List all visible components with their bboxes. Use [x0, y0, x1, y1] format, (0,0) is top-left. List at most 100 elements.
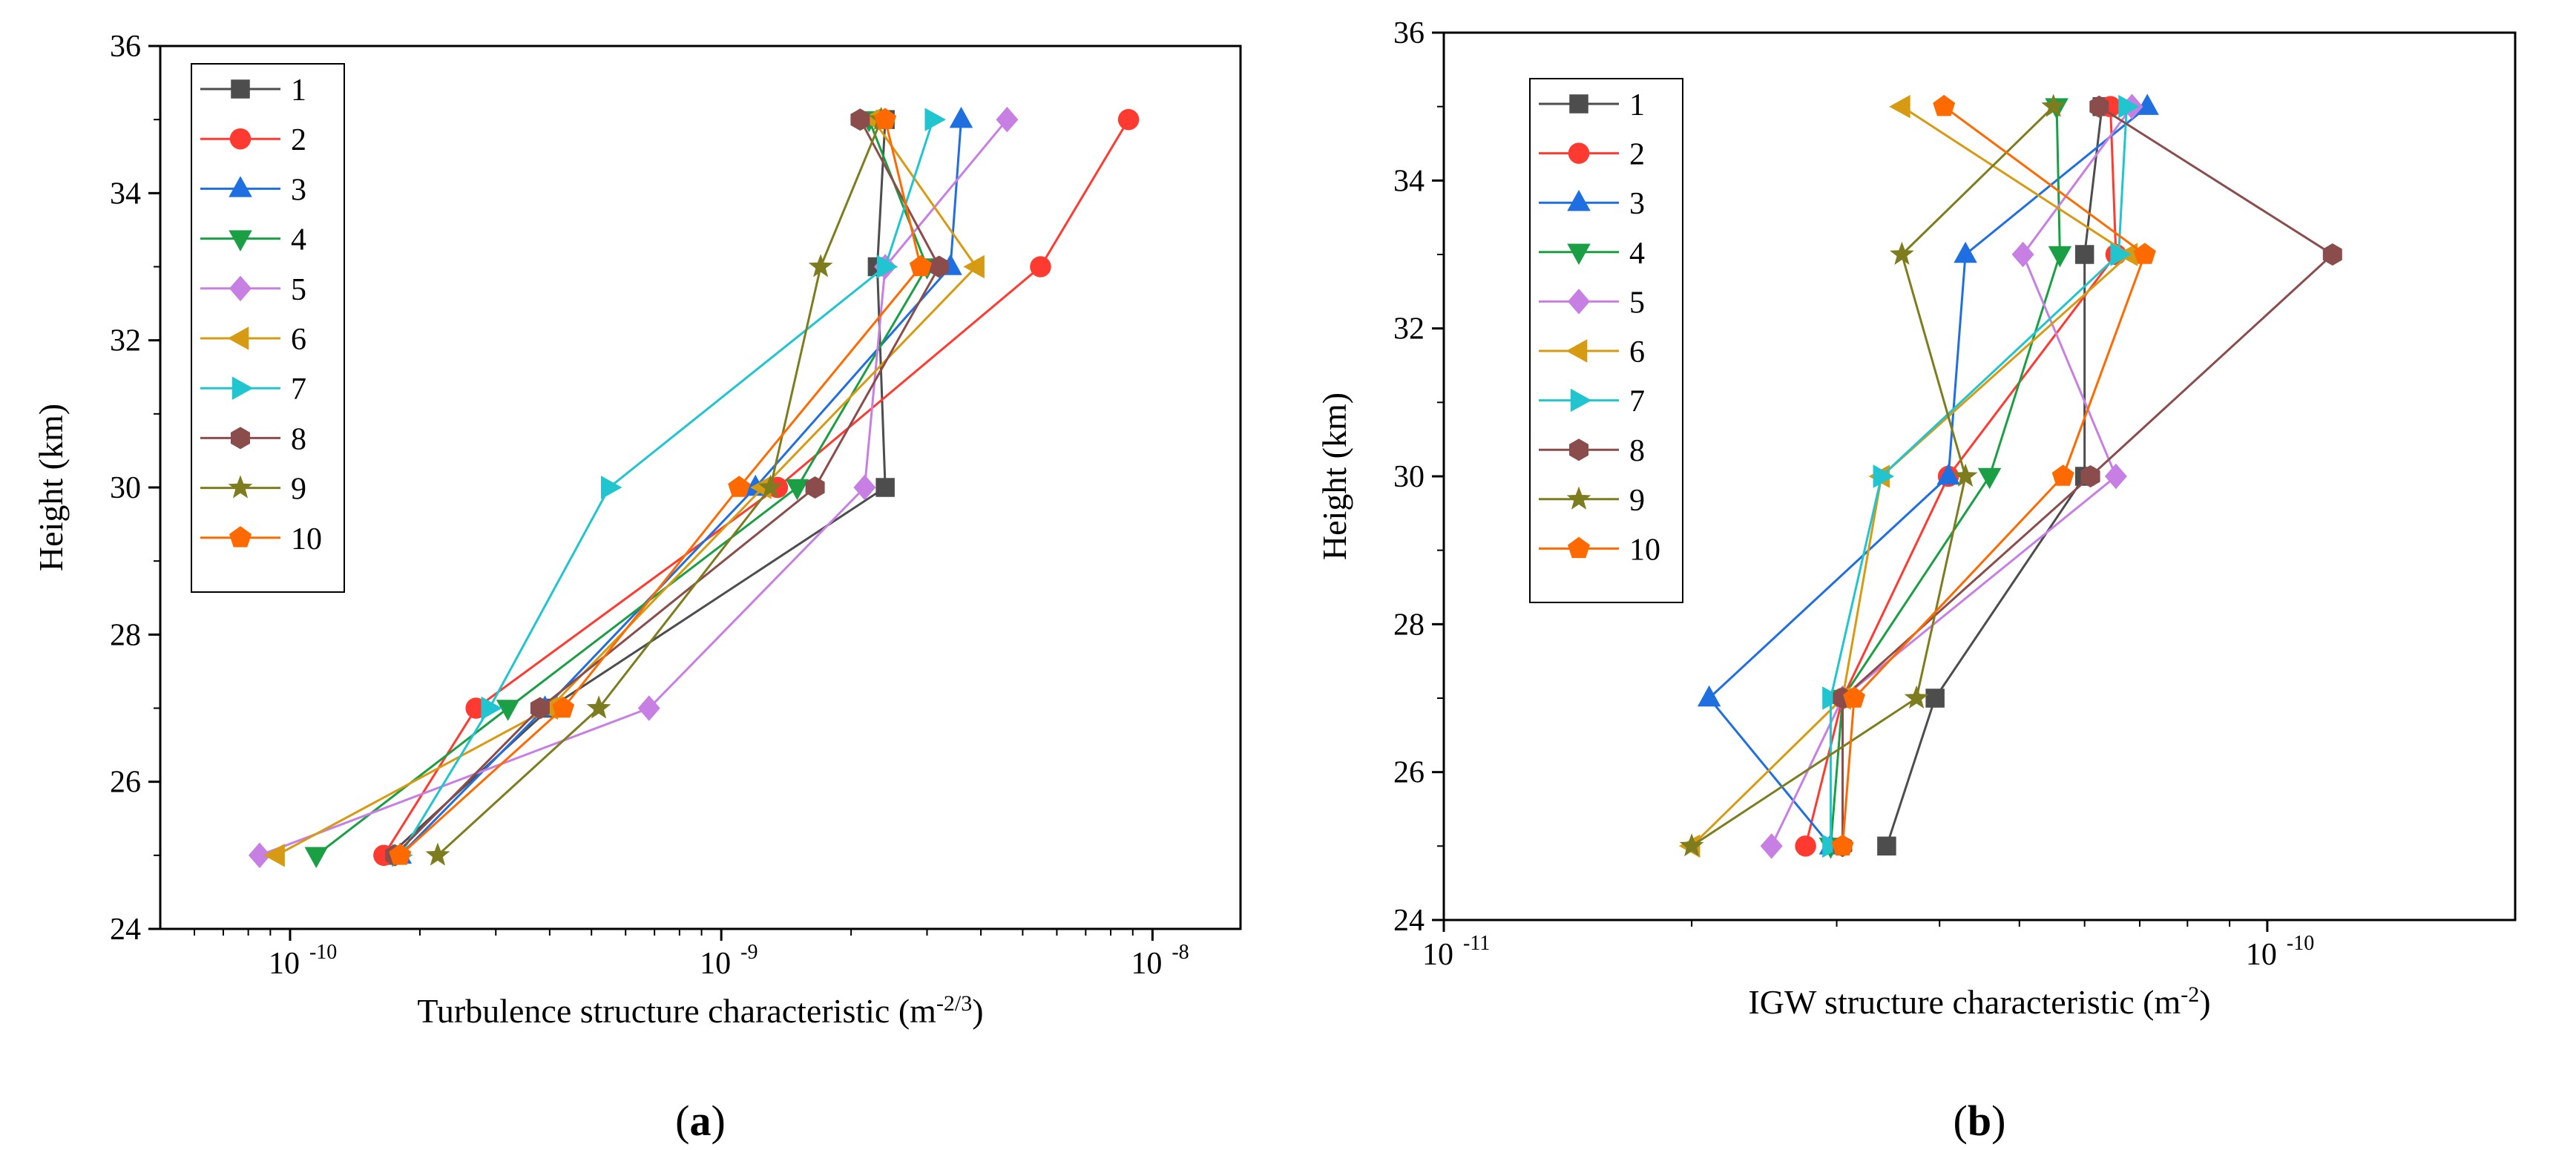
legend-label: 6: [291, 323, 306, 357]
data-point: [2135, 93, 2159, 115]
y-tick-label: 28: [110, 618, 141, 652]
legend-label: 9: [1629, 484, 1645, 518]
data-point: [1822, 686, 1844, 710]
data-point: [2089, 95, 2109, 118]
data-point: [1954, 241, 1977, 263]
legend-label: 4: [291, 223, 306, 257]
legend-marker: [1568, 536, 1590, 559]
data-point: [728, 476, 751, 497]
data-point: [2074, 245, 2094, 264]
legend-label: 2: [1629, 138, 1645, 172]
data-point: [963, 254, 985, 279]
x-tick-exponent: -10: [309, 941, 337, 964]
data-point: [1933, 94, 1956, 116]
data-point: [2041, 93, 2066, 117]
legend-marker: [1567, 189, 1591, 211]
y-tick-label: 26: [1393, 756, 1425, 790]
data-point: [2118, 94, 2140, 119]
data-point: [2133, 243, 2156, 264]
data-point: [1936, 463, 1960, 485]
legend-marker: [229, 230, 252, 252]
data-point: [875, 478, 895, 497]
data-point: [1760, 833, 1783, 859]
data-point: [850, 108, 870, 131]
legend-marker: [1569, 94, 1588, 114]
data-point: [637, 695, 660, 721]
legend-marker: [1568, 289, 1590, 315]
data-point: [1117, 108, 1140, 131]
data-point: [425, 842, 450, 866]
data-point: [2080, 465, 2100, 487]
legend-label: 8: [291, 422, 306, 456]
y-axis-title: Height (km): [32, 404, 70, 571]
data-point: [924, 108, 946, 131]
data-point: [785, 479, 809, 501]
legend-label: 5: [1629, 286, 1645, 320]
legend-label: 4: [1629, 237, 1645, 271]
panel-label-a: (a): [675, 1097, 726, 1145]
legend-label: 10: [291, 522, 322, 556]
data-point: [1904, 685, 1929, 709]
legend-marker: [229, 128, 252, 150]
legend-marker: [1568, 142, 1590, 164]
data-point: [853, 474, 876, 501]
x-tick-label: 10: [700, 947, 731, 981]
series-4: [304, 111, 939, 869]
x-tick-label: 10: [269, 947, 300, 981]
legend-box: [1529, 78, 1683, 603]
series-8: [385, 108, 949, 867]
data-point: [2322, 243, 2342, 266]
series-line: [399, 119, 922, 856]
data-point: [552, 696, 575, 718]
legend-label: 3: [291, 173, 306, 207]
y-tick-label: 32: [110, 324, 141, 358]
y-tick-label: 34: [1393, 164, 1425, 198]
series-9: [1679, 93, 2066, 857]
data-point: [530, 697, 550, 720]
data-point: [805, 476, 825, 499]
y-axis-title: Height (km): [1315, 392, 1353, 560]
data-point: [1831, 834, 1854, 856]
x-tick-label: 10: [1131, 947, 1162, 981]
legend-label: 1: [1629, 88, 1645, 122]
data-point: [496, 700, 520, 721]
legend-marker: [231, 376, 254, 400]
x-tick-exponent: -8: [1172, 941, 1189, 964]
data-point: [1925, 689, 1945, 708]
series-line: [259, 119, 1008, 857]
data-point: [2104, 463, 2127, 490]
y-tick-label: 36: [110, 30, 141, 64]
y-tick-label: 24: [1393, 904, 1425, 938]
legend-marker: [228, 475, 253, 499]
data-point: [1889, 94, 1910, 119]
y-tick-label: 36: [1393, 16, 1425, 50]
data-point: [2011, 241, 2034, 268]
data-point: [2048, 246, 2072, 268]
data-point: [1679, 833, 1704, 857]
x-tick-label: 10: [2246, 938, 2277, 972]
panel-label-b: (b): [1954, 1097, 2006, 1145]
legend-marker: [1565, 339, 1588, 363]
data-point: [1030, 256, 1051, 277]
data-point: [389, 844, 412, 865]
series-8: [1833, 95, 2342, 858]
data-point: [1890, 241, 1914, 265]
legend: 1 2 3 4 5 6 7 8 9 10: [1529, 78, 1683, 603]
data-point: [874, 108, 897, 129]
y-tick-label: 34: [110, 177, 141, 211]
y-tick-label: 28: [1393, 608, 1425, 642]
legend-label: 10: [1629, 533, 1660, 567]
data-point: [758, 474, 783, 498]
legend: 1 2 3 4 5 6 7 8 9 10: [191, 63, 345, 593]
data-point: [1877, 836, 1896, 856]
legend-box: [191, 63, 345, 593]
series-7: [1822, 94, 2140, 858]
legend-marker: [1566, 486, 1591, 510]
legend-marker: [229, 275, 252, 302]
data-point: [263, 844, 285, 867]
data-point: [1697, 685, 1721, 707]
y-tick-label: 32: [1393, 312, 1425, 346]
y-tick-label: 24: [110, 913, 141, 947]
data-point: [876, 254, 898, 279]
